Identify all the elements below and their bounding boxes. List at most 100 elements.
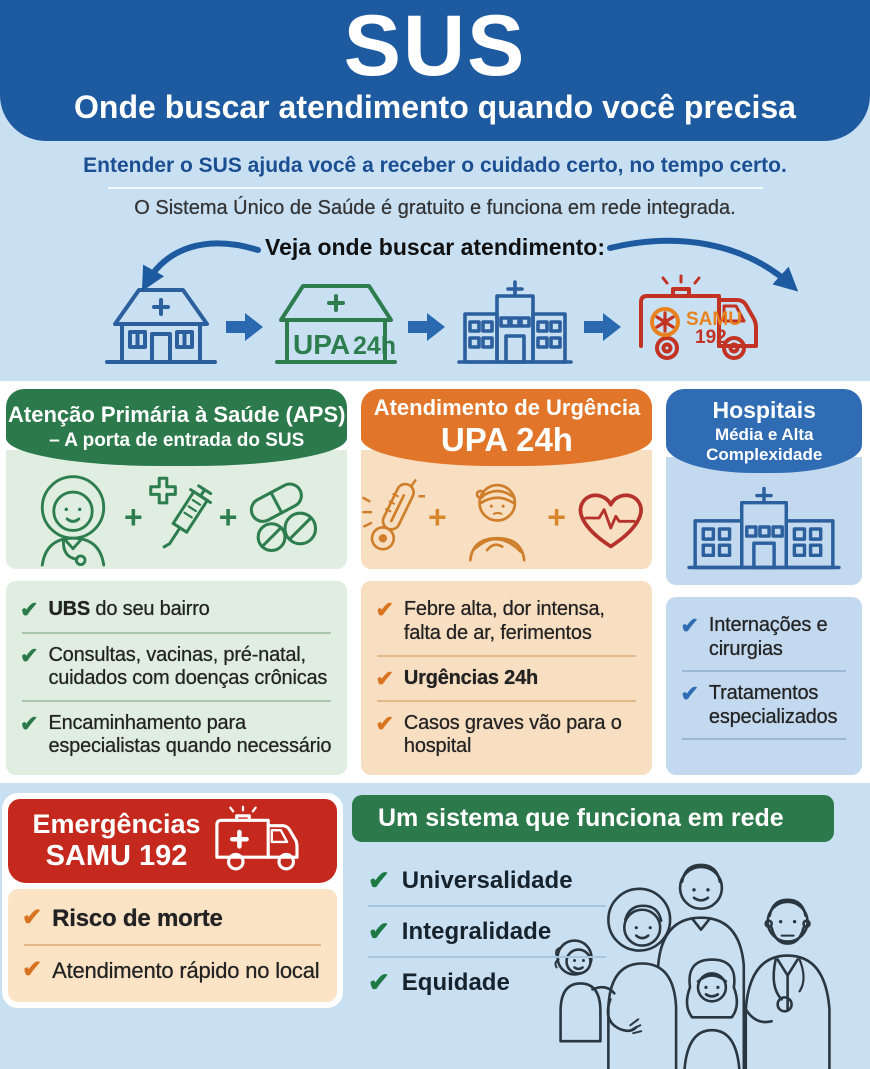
principle-label: Universalidade bbox=[401, 866, 573, 894]
aps-header: Atenção Primária à Saúde (APS) – A porta… bbox=[6, 389, 348, 467]
list-item-text: Casos graves vão para o hospital bbox=[403, 711, 622, 758]
arrow-right-icon bbox=[226, 313, 263, 341]
hospitais-header: Hospitais Média e Alta Complexidade bbox=[666, 389, 862, 473]
plus-icon: + bbox=[124, 499, 143, 536]
list-item: ✔ Universalidade bbox=[368, 859, 620, 902]
samu-ambulance-icon: SAMU 192 bbox=[639, 274, 758, 360]
list-item: ✔ Casos graves vão para o hospital bbox=[375, 703, 638, 767]
list-item: ✔ Equidade bbox=[368, 961, 620, 1004]
list-divider bbox=[22, 631, 332, 634]
list-divider bbox=[22, 699, 332, 702]
list-item-text: Febre alta, dor intensa, falta de ar, fe… bbox=[403, 598, 605, 645]
check-icon: ✔ bbox=[375, 710, 394, 736]
upa-subtitle: UPA 24h bbox=[440, 421, 573, 459]
svg-text:UPA: UPA bbox=[293, 329, 350, 360]
list-divider bbox=[682, 670, 846, 673]
ubs-house-icon bbox=[105, 288, 217, 364]
cross-syringe-icon bbox=[148, 476, 212, 549]
list-item-text: Consultas, vacinas, pré-natal, cuidados … bbox=[48, 643, 328, 690]
emergency-card: Emergências SAMU 192 ✔ Risco de bbox=[2, 793, 343, 1008]
thermometer-icon bbox=[362, 478, 426, 551]
hospital-large-icon bbox=[687, 486, 841, 570]
emergency-subtitle: SAMU 192 bbox=[45, 839, 188, 872]
mom-figure bbox=[607, 887, 678, 1069]
plus-icon: + bbox=[218, 499, 238, 536]
aps-subtitle: – A porta de entrada do SUS bbox=[49, 430, 305, 452]
upa-icons-panel: + + bbox=[361, 450, 653, 570]
emergency-titles: Emergências SAMU 192 bbox=[32, 809, 200, 873]
doctor-figure bbox=[744, 898, 831, 1069]
svg-text:SAMU: SAMU bbox=[686, 309, 742, 330]
check-icon: ✔ bbox=[20, 597, 39, 623]
list-divider bbox=[368, 905, 606, 907]
plus-icon: + bbox=[547, 499, 566, 536]
check-icon: ✔ bbox=[20, 642, 39, 668]
check-icon: ✔ bbox=[375, 665, 394, 691]
list-item-text: Risco de morte bbox=[52, 905, 223, 932]
check-icon: ✔ bbox=[368, 967, 390, 997]
list-divider bbox=[682, 738, 846, 741]
aps-title: Atenção Primária à Saúde (APS) bbox=[8, 402, 346, 428]
list-item: ✔ Atendimento rápido no local bbox=[22, 947, 323, 995]
aps-list: ✔ UBS do seu bairro ✔ Consultas, vacinas… bbox=[6, 581, 348, 775]
list-item: ✔ Integralidade bbox=[368, 910, 620, 953]
hospitais-icons-panel bbox=[666, 457, 862, 585]
hospitais-subtitle: Média e Alta bbox=[714, 424, 814, 444]
svg-text:192: 192 bbox=[695, 327, 727, 348]
family-illustration bbox=[554, 863, 831, 1069]
list-item-text: Atendimento rápido no local bbox=[52, 958, 320, 984]
plus-icon: + bbox=[428, 499, 447, 536]
list-divider bbox=[377, 699, 637, 702]
intro-divider bbox=[107, 187, 763, 189]
page-subtitle: Onde buscar atendimento quando você prec… bbox=[74, 89, 796, 125]
flow-label-row: Veja onde buscar atendimento: bbox=[0, 228, 870, 292]
principle-label: Equidade bbox=[401, 968, 510, 996]
network-principles-list: ✔ Universalidade ✔ Integralidade ✔ Equid… bbox=[368, 859, 620, 1004]
list-item: ✔ Consultas, vacinas, pré-natal, cuidado… bbox=[20, 635, 333, 699]
list-item: ✔ Encaminhamento para especialistas quan… bbox=[20, 703, 333, 767]
list-item: ✔ Febre alta, dor intensa, falta de ar, … bbox=[375, 589, 638, 653]
svg-text:24h: 24h bbox=[353, 332, 396, 360]
list-item: ✔ Urgências 24h bbox=[375, 658, 638, 699]
flow-label: Veja onde buscar atendimento: bbox=[265, 234, 605, 260]
list-item: ✔ Risco de morte bbox=[22, 895, 323, 943]
hospitais-title: Hospitais bbox=[712, 397, 816, 424]
hospital-building-icon bbox=[457, 280, 573, 364]
list-item-text: UBS do seu bairro bbox=[48, 598, 210, 621]
list-divider bbox=[377, 654, 637, 657]
upa-title: Atendimento de Urgência bbox=[373, 395, 641, 421]
heart-ekg-icon bbox=[578, 493, 643, 549]
check-icon: ✔ bbox=[368, 916, 390, 946]
bottom-section: Emergências SAMU 192 ✔ Risco de bbox=[0, 791, 870, 1069]
arrow-right-icon bbox=[584, 313, 621, 341]
doctor-icon bbox=[40, 475, 106, 567]
aps-icons-panel: + + bbox=[6, 450, 348, 570]
intro-section: Entender o SUS ajuda você a receber o cu… bbox=[0, 154, 870, 220]
upa-building-icon: UPA 24h bbox=[275, 284, 397, 364]
check-icon: ✔ bbox=[22, 904, 43, 931]
check-icon: ✔ bbox=[368, 865, 390, 895]
care-levels-band: Atenção Primária à Saúde (APS) – A porta… bbox=[0, 381, 870, 783]
list-item: ✔ Tratamentos especializados bbox=[680, 673, 848, 737]
network-title-band: Um sistema que funciona em rede bbox=[352, 795, 834, 842]
emergency-header: Emergências SAMU 192 bbox=[8, 799, 337, 883]
arrow-right-icon bbox=[408, 313, 445, 341]
list-divider bbox=[24, 944, 321, 947]
upa-header: Atendimento de Urgência UPA 24h bbox=[361, 389, 653, 467]
girl-figure bbox=[683, 958, 741, 1069]
injured-patient-icon bbox=[468, 483, 526, 562]
check-icon: ✔ bbox=[20, 710, 39, 736]
upa-list: ✔ Febre alta, dor intensa, falta de ar, … bbox=[361, 581, 653, 775]
header-banner: SUS Onde buscar atendimento quando você … bbox=[0, 0, 870, 141]
pills-icon bbox=[250, 482, 318, 552]
emergency-list: ✔ Risco de morte ✔ Atendimento rápido no… bbox=[8, 889, 337, 1002]
emergency-title: Emergências bbox=[32, 808, 201, 839]
list-divider bbox=[368, 956, 606, 958]
ambulance-white-icon bbox=[214, 805, 299, 871]
principle-label: Integralidade bbox=[401, 917, 552, 945]
intro-line2: O Sistema Único de Saúde é gratuito e fu… bbox=[134, 197, 736, 219]
hospitais-subtitle2: Complexidade bbox=[706, 444, 823, 464]
list-item-text: Internações e cirurgias bbox=[708, 614, 828, 660]
list-item: ✔ UBS do seu bairro bbox=[20, 589, 333, 630]
